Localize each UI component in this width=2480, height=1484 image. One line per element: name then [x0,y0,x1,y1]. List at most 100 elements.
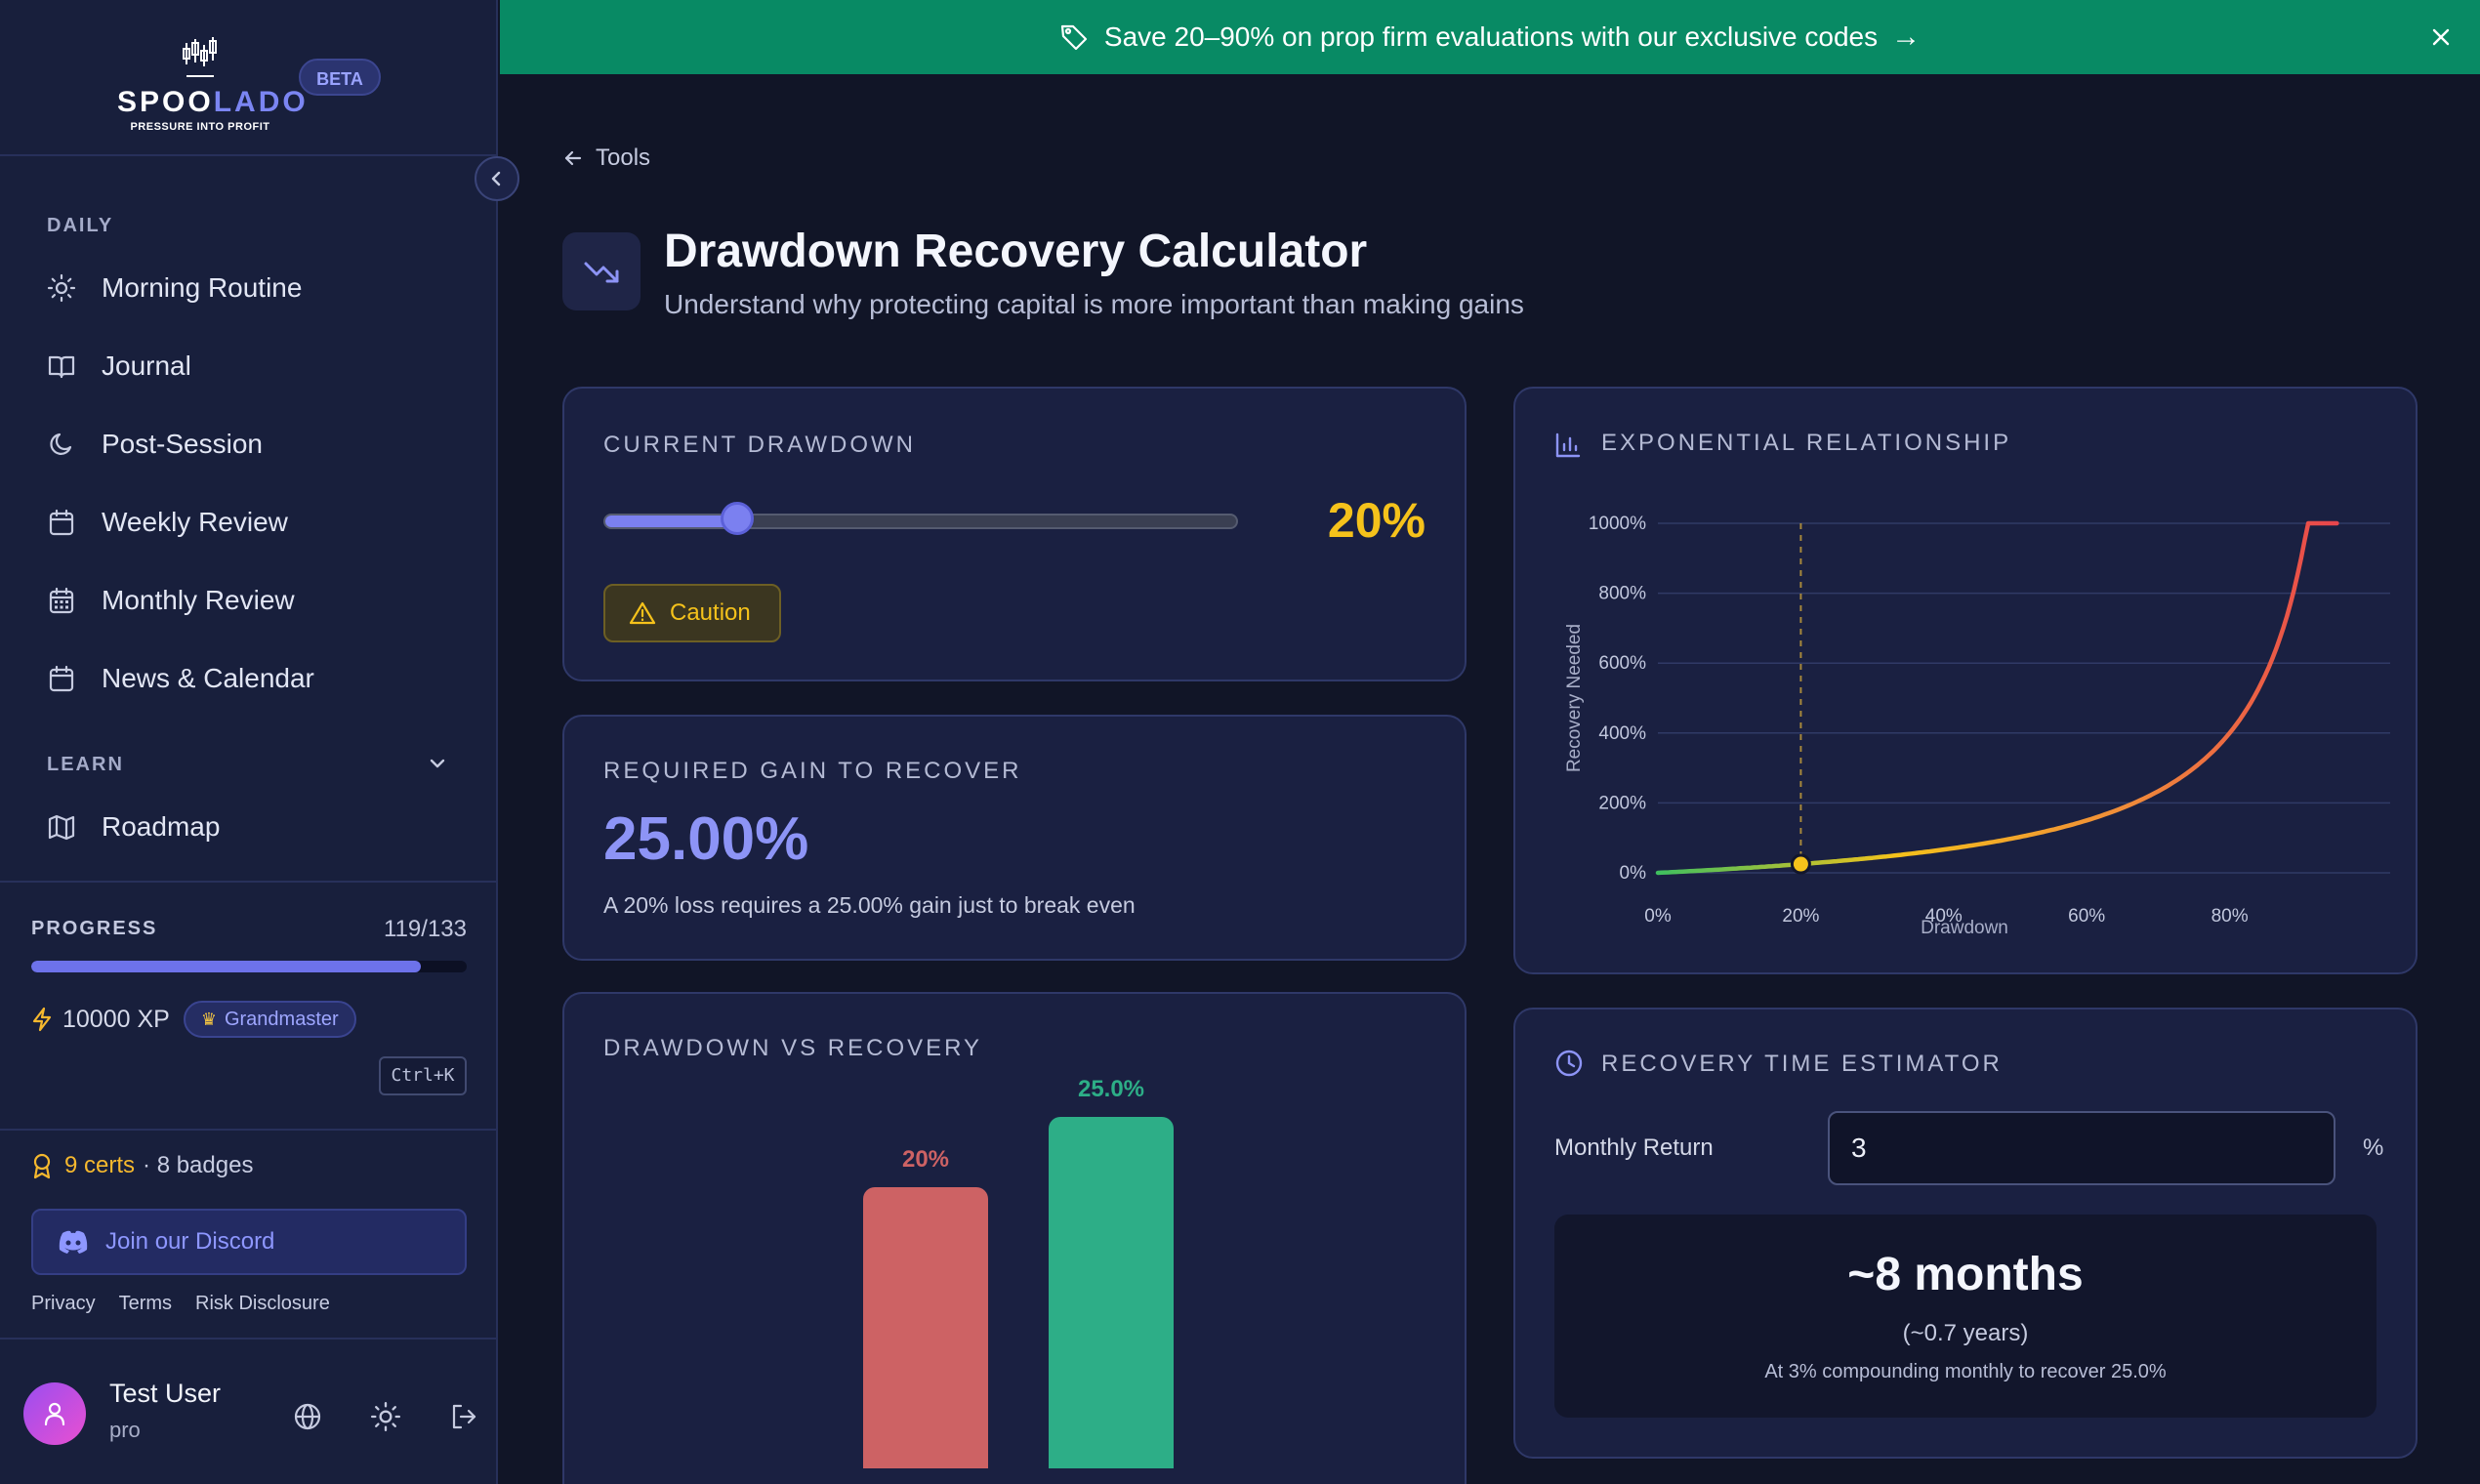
y-axis-label: Recovery Needed [1564,624,1585,772]
sidebar-item-label: Weekly Review [102,507,288,537]
theme-toggle-button[interactable] [367,1398,404,1435]
y-tick-label: 200% [1598,793,1646,813]
beta-badge: BETA [299,59,381,96]
globe-icon [294,1403,321,1430]
sidebar-item-label: News & Calendar [102,663,314,693]
bar-value-label: 20% [901,1146,950,1173]
map-icon [48,814,75,841]
required-gain-card: REQUIRED GAIN TO RECOVER 25.00% A 20% lo… [562,715,1467,961]
divider [0,881,498,883]
warning-icon [629,601,656,625]
user-plan: pro [109,1418,141,1442]
chevron-left-icon [491,171,501,186]
x-tick-label: 0% [1644,906,1672,927]
learn-section-label: LEARN [47,754,124,775]
slider-thumb[interactable] [720,502,754,535]
monthly-return-label: Monthly Return [1554,1134,1714,1161]
card-title: CURRENT DRAWDOWN [603,432,916,458]
command-shortcut[interactable]: Ctrl+K [379,1056,467,1095]
sidebar-item-weekly-review[interactable]: Weekly Review [35,492,465,553]
required-gain-description: A 20% loss requires a 25.00% gain just t… [603,892,1136,918]
monthly-return-input[interactable] [1828,1111,2335,1185]
language-button[interactable] [289,1398,326,1435]
bar-chart-icon [1555,433,1581,458]
legal-links: Privacy Terms Risk Disclosure [31,1293,353,1315]
banner-text: Save 20–90% on prop firm evaluations wit… [1103,21,1879,52]
x-tick-label: 80% [2211,906,2249,927]
privacy-link[interactable]: Privacy [31,1293,96,1314]
promo-banner[interactable]: Save 20–90% on prop firm evaluations wit… [500,0,2480,74]
sidebar-item-monthly-review[interactable]: Monthly Review [35,570,465,631]
divider [0,1338,498,1340]
recovery-result: ~8 months (~0.7 years) At 3% compounding… [1554,1215,2377,1418]
badges-count: · 8 badges [143,1152,254,1178]
y-tick-label: 600% [1598,653,1646,674]
user-name: Test User [109,1379,222,1408]
user-profile: Test User pro [23,1379,482,1453]
discord-label: Join our Discord [105,1228,275,1255]
x-tick-label: 20% [1782,906,1819,927]
sidebar: SPOOLADO PRESSURE INTO PROFIT BETA DAILY… [0,0,519,1484]
tag-icon [1060,24,1087,51]
bar-value-label: 25.0% [1077,1076,1145,1102]
logo-area: SPOOLADO PRESSURE INTO PROFIT BETA [0,0,498,156]
sun-icon [370,1401,401,1432]
close-icon [2432,28,2450,46]
recovery-curve [1655,520,2339,876]
progress-count: 119/133 [384,916,467,942]
sidebar-item-news-calendar[interactable]: News & Calendar [35,648,465,709]
learn-toggle[interactable] [426,752,449,780]
xp-row: 10000 XP ♛ Grandmaster [31,1000,356,1039]
bar-drawdown [863,1187,988,1468]
status-badge: Caution [603,584,781,642]
card-title: DRAWDOWN VS RECOVERY [603,1035,983,1061]
back-to-tools-link[interactable]: Tools [562,144,650,172]
certs-count: 9 certs [64,1152,136,1178]
logout-button[interactable] [445,1398,482,1435]
divider [0,1129,498,1131]
sidebar-item-label: Roadmap [102,811,221,842]
sidebar-item-post-session[interactable]: Post-Session [35,414,465,474]
sidebar-item-morning-routine[interactable]: Morning Routine [35,258,465,318]
sidebar-item-journal[interactable]: Journal [35,336,465,396]
collapse-sidebar-button[interactable] [475,156,519,201]
daily-section-label: DAILY [47,215,114,236]
bar-recovery [1049,1117,1174,1468]
progress-bar [31,961,467,972]
avatar[interactable] [23,1382,86,1445]
required-gain-value: 25.00% [603,805,809,873]
drawdown-slider[interactable] [603,514,1238,529]
logo[interactable]: SPOOLADO PRESSURE INTO PROFIT [117,35,306,133]
user-actions [289,1398,523,1435]
calendar-grid-icon [49,587,74,614]
percent-unit: % [2363,1134,2384,1161]
card-title: EXPONENTIAL RELATIONSHIP [1601,430,2012,456]
candlestick-logo-icon [183,37,217,77]
calendar-icon [49,509,74,536]
discord-button[interactable]: Join our Discord [31,1209,467,1275]
y-tick-label: 400% [1598,723,1646,744]
risk-disclosure-link[interactable]: Risk Disclosure [195,1293,330,1314]
book-icon [48,355,75,379]
progress-fill [31,961,422,972]
y-tick-label: 800% [1598,584,1646,604]
progress-label: PROGRESS [31,918,158,939]
card-title: REQUIRED GAIN TO RECOVER [603,758,1022,784]
rank-badge: ♛ Grandmaster [183,1001,356,1038]
sidebar-item-roadmap[interactable]: Roadmap [35,797,465,857]
terms-link[interactable]: Terms [118,1293,173,1314]
drawdown-vs-recovery-card: DRAWDOWN VS RECOVERY 20%Drawdown25.0%Rec… [562,992,1467,1484]
x-tick-label: 60% [2068,906,2105,927]
sidebar-item-label: Morning Routine [102,272,303,303]
sidebar-item-label: Journal [102,350,191,381]
sidebar-item-label: Monthly Review [102,585,295,615]
close-banner-button[interactable] [2425,21,2457,53]
y-tick-label: 1000% [1589,514,1646,534]
trending-down-icon [562,232,641,310]
xp-value: 10000 XP [62,1005,170,1033]
card-title: RECOVERY TIME ESTIMATOR [1601,1051,2003,1077]
chevron-down-icon [430,759,445,768]
current-drawdown-point [1790,853,1811,875]
moon-icon [50,433,72,455]
certs-summary[interactable]: 9 certs · 8 badges [31,1152,253,1179]
